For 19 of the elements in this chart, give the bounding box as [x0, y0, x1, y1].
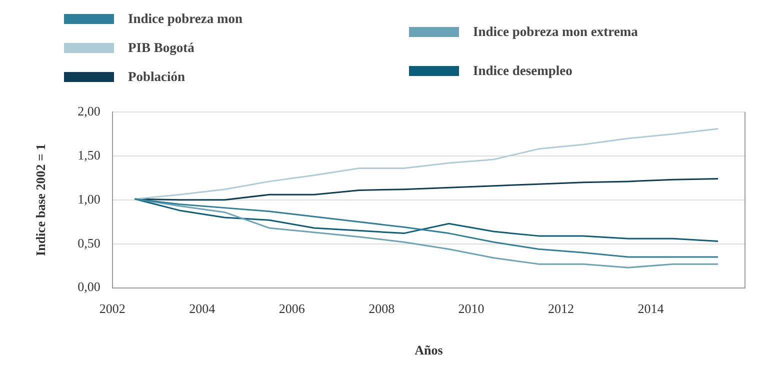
x-tick-label: 2002: [99, 301, 126, 316]
legend-label: PIB Bogotá: [128, 40, 194, 56]
legend-label: Indice pobreza mon: [128, 10, 243, 26]
x-tick-label: 2006: [278, 301, 306, 316]
legend-label: Indice desempleo: [473, 62, 572, 78]
y-tick-label: 0,50: [78, 235, 100, 250]
x-tick-label: 2008: [368, 301, 395, 316]
y-axis-title: Indice base 2002 = 1: [33, 144, 48, 256]
legend-label: Población: [128, 68, 186, 84]
y-tick-label: 1,00: [78, 191, 100, 206]
y-tick-label: 0,00: [78, 279, 100, 294]
y-tick-label: 1,50: [78, 147, 100, 162]
x-axis-title: Años: [414, 342, 443, 358]
x-tick-label: 2014: [638, 301, 664, 316]
x-tick-label: 2010: [458, 301, 484, 316]
legend-label: Indice pobreza mon extrema: [473, 24, 638, 40]
x-tick-label: 2004: [189, 301, 216, 316]
y-tick-label: 2,00: [78, 103, 100, 118]
x-tick-label: 2012: [548, 301, 574, 316]
